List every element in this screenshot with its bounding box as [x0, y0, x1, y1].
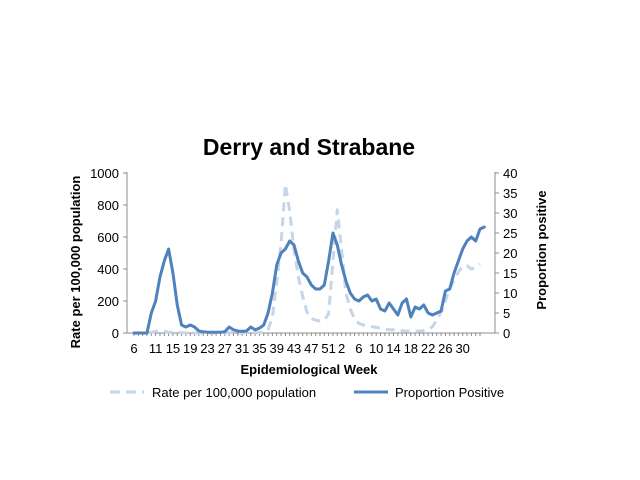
y-left-tick-label: 0 [112, 326, 119, 341]
x-tick-label: 26 [438, 341, 452, 356]
x-tick-label: 30 [455, 341, 469, 356]
y-right-tick-label: 35 [503, 186, 517, 201]
x-tick-label: 22 [421, 341, 435, 356]
y-left-tick-label: 200 [97, 294, 119, 309]
x-tick-label: 23 [200, 341, 214, 356]
x-tick-label: 19 [183, 341, 197, 356]
x-tick-label: 2 [338, 341, 345, 356]
series-line-proportion-positive [132, 225, 486, 335]
series-layer [132, 182, 486, 335]
y-left-tick-label: 800 [97, 198, 119, 213]
x-tick-label: 14 [386, 341, 400, 356]
y-right-tick-label: 5 [503, 306, 510, 321]
y-axis-right-ticks: 0 5 10 15 20 25 30 35 40 [495, 166, 517, 341]
y-left-tick-label: 400 [97, 262, 119, 277]
y-axis-right-title: Proportion positive [534, 190, 549, 309]
y-left-tick-label: 600 [97, 230, 119, 245]
x-tick-label: 11 [149, 341, 163, 356]
y-right-tick-label: 10 [503, 286, 517, 301]
y-right-tick-label: 20 [503, 246, 517, 261]
x-axis-title: Epidemiological Week [240, 362, 378, 377]
legend-label-rate: Rate per 100,000 population [152, 385, 316, 400]
x-tick-label: 27 [218, 341, 232, 356]
y-right-tick-label: 25 [503, 226, 517, 241]
y-axis-left-ticks: 0 200 400 600 800 1000 [90, 166, 127, 341]
x-tick-label: 6 [355, 341, 362, 356]
y-right-tick-label: 30 [503, 206, 517, 221]
y-right-tick-label: 0 [503, 326, 510, 341]
x-tick-label: 10 [369, 341, 383, 356]
x-tick-label: 18 [404, 341, 418, 356]
x-tick-label: 15 [166, 341, 180, 356]
series-line-rate [134, 182, 481, 335]
x-tick-label: 51 [321, 341, 335, 356]
y-axis-left-title: Rate per 100,000 population [68, 176, 83, 349]
y-left-tick-label: 1000 [90, 166, 119, 181]
x-tick-label: 47 [304, 341, 318, 356]
legend: Rate per 100,000 population Proportion P… [110, 385, 504, 400]
chart-title: Derry and Strabane [203, 134, 415, 160]
y-right-tick-label: 40 [503, 166, 517, 181]
legend-label-proportion: Proportion Positive [395, 385, 504, 400]
x-tick-label: 43 [287, 341, 301, 356]
x-tick-label: 6 [130, 341, 137, 356]
x-tick-label: 35 [252, 341, 266, 356]
y-right-tick-label: 15 [503, 266, 517, 281]
x-tick-label: 31 [235, 341, 249, 356]
x-axis-ticks: 6 11 15 19 23 27 31 35 39 43 47 51 2 6 10 14 18 22 26 30 [130, 333, 481, 356]
x-tick-label: 39 [269, 341, 283, 356]
